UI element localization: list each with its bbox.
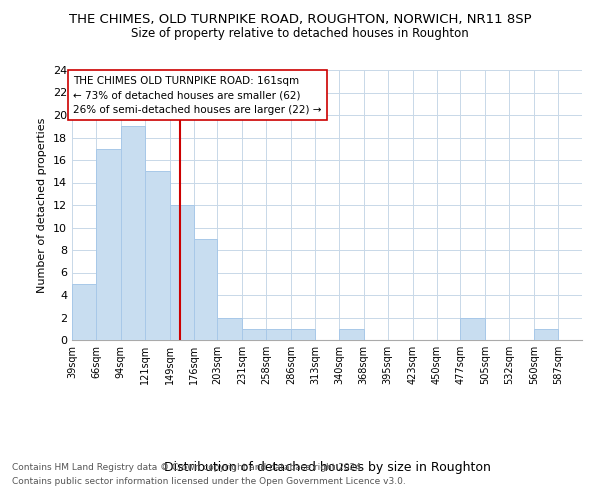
Bar xyxy=(194,239,217,340)
Text: THE CHIMES, OLD TURNPIKE ROAD, ROUGHTON, NORWICH, NR11 8SP: THE CHIMES, OLD TURNPIKE ROAD, ROUGHTON,… xyxy=(68,12,532,26)
Text: THE CHIMES OLD TURNPIKE ROAD: 161sqm
← 73% of detached houses are smaller (62)
2: THE CHIMES OLD TURNPIKE ROAD: 161sqm ← 7… xyxy=(73,76,322,115)
Bar xyxy=(72,284,96,340)
Bar xyxy=(460,318,485,340)
Text: Contains HM Land Registry data © Crown copyright and database right 2024.: Contains HM Land Registry data © Crown c… xyxy=(12,464,364,472)
Bar xyxy=(339,329,364,340)
Bar xyxy=(242,329,266,340)
Y-axis label: Number of detached properties: Number of detached properties xyxy=(37,118,47,292)
Bar xyxy=(534,329,558,340)
Bar xyxy=(96,149,121,340)
Bar xyxy=(217,318,242,340)
Text: Contains public sector information licensed under the Open Government Licence v3: Contains public sector information licen… xyxy=(12,477,406,486)
Bar xyxy=(266,329,291,340)
Bar xyxy=(291,329,315,340)
X-axis label: Distribution of detached houses by size in Roughton: Distribution of detached houses by size … xyxy=(164,460,490,473)
Bar xyxy=(170,205,194,340)
Bar xyxy=(145,171,170,340)
Bar xyxy=(121,126,145,340)
Text: Size of property relative to detached houses in Roughton: Size of property relative to detached ho… xyxy=(131,28,469,40)
